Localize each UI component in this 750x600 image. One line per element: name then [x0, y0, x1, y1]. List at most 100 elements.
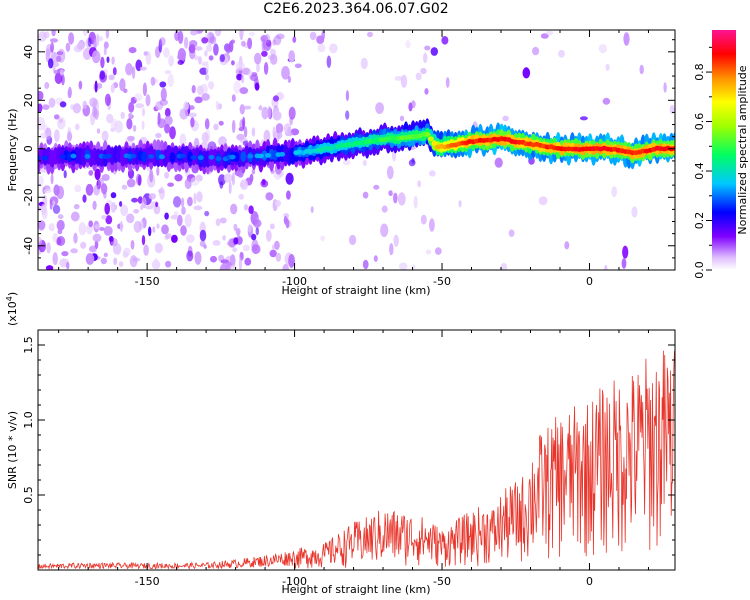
noise-blob: [329, 43, 338, 54]
ridge-segment: [424, 132, 431, 137]
noise-blob: [238, 30, 244, 39]
noise-blob: [122, 251, 129, 258]
noise-blob: [248, 31, 256, 37]
noise-blob: [209, 36, 217, 44]
noise-blob: [38, 220, 46, 230]
noise-blob: [73, 232, 78, 244]
snr-x-axis-label: Height of straight line (km): [281, 583, 430, 596]
noise-blob: [261, 106, 269, 120]
noise-blob: [123, 88, 128, 94]
ridge-segment: [70, 153, 77, 159]
ridge-segment: [233, 151, 240, 163]
noise-blob: [286, 190, 291, 200]
noise-blob: [663, 82, 667, 93]
noise-blob: [215, 100, 219, 111]
noise-blob: [164, 123, 171, 134]
noise-blob: [52, 200, 56, 206]
noise-blob: [538, 196, 548, 206]
colorbar-label: Normalized spectral amplitude: [736, 65, 749, 234]
x-tick-label: 0: [586, 275, 593, 288]
noise-blob: [232, 247, 238, 253]
noise-blob: [177, 48, 186, 62]
noise-blob: [579, 116, 588, 121]
noise-blob: [92, 233, 102, 243]
noise-blob: [126, 118, 133, 130]
noise-blob: [243, 126, 248, 138]
noise-blob: [188, 44, 196, 54]
noise-blob: [386, 165, 394, 180]
ridge-segment: [59, 154, 66, 160]
noise-blob: [360, 57, 368, 70]
y-tick-label: 40: [22, 45, 35, 59]
noise-blob: [260, 34, 269, 43]
noise-blob: [141, 235, 146, 246]
noise-blob: [187, 196, 193, 207]
noise-blob: [61, 251, 69, 257]
noise-blob: [367, 31, 373, 38]
noise-blob: [252, 219, 262, 228]
noise-blob: [236, 61, 245, 71]
noise-blob: [54, 114, 60, 120]
noise-blob: [247, 37, 253, 50]
noise-blob: [191, 85, 196, 94]
spectrogram-y-axis-label: Frequency (Hz): [6, 109, 19, 192]
noise-blob: [271, 244, 276, 250]
noise-blob: [159, 186, 165, 200]
noise-blob: [267, 105, 272, 119]
snr-y-multiplier-suffix: ): [6, 292, 19, 296]
noise-blob: [362, 191, 369, 199]
noise-blob: [82, 30, 88, 36]
noise-blob: [40, 132, 47, 139]
noise-blob: [273, 35, 282, 46]
noise-blob: [310, 206, 314, 214]
noise-blob: [52, 204, 61, 214]
noise-blob: [57, 228, 63, 235]
noise-blob: [96, 33, 100, 47]
noise-blob: [105, 30, 110, 39]
noise-blob: [250, 74, 259, 82]
noise-blob: [120, 111, 125, 119]
noise-blob: [230, 39, 235, 44]
noise-blob: [240, 179, 249, 190]
noise-blob: [141, 120, 145, 130]
noise-blob: [89, 245, 97, 253]
noise-blob: [208, 55, 214, 61]
noise-blob: [400, 74, 408, 88]
noise-blob: [48, 97, 56, 108]
noise-blob: [413, 195, 418, 209]
noise-blob: [145, 205, 154, 210]
noise-blob: [424, 88, 429, 95]
noise-blob: [100, 257, 108, 265]
y-tick-label: 1.5: [22, 336, 35, 354]
noise-blob: [373, 184, 380, 190]
noise-blob: [125, 62, 133, 76]
noise-blob: [159, 81, 167, 88]
noise-blob: [152, 226, 156, 233]
noise-blob: [317, 43, 326, 53]
noise-blob: [127, 135, 135, 142]
noise-blob: [362, 159, 367, 167]
noise-blob: [204, 50, 208, 57]
noise-blob: [190, 117, 195, 128]
noise-blob: [141, 197, 147, 209]
noise-blob: [423, 52, 428, 64]
noise-blob: [238, 257, 243, 270]
noise-blob: [408, 159, 416, 167]
noise-blob: [201, 93, 210, 101]
noise-blob: [242, 67, 251, 76]
noise-blob: [240, 74, 245, 84]
noise-blob: [38, 175, 44, 187]
ridge-segment: [105, 153, 112, 159]
noise-blob: [164, 107, 171, 118]
noise-blob: [251, 233, 257, 241]
ridge-segment: [257, 153, 264, 159]
noise-blob: [100, 56, 105, 69]
noise-blob: [157, 118, 166, 129]
noise-blob: [101, 130, 109, 142]
noise-blob: [164, 234, 170, 240]
noise-blob: [420, 214, 427, 225]
noise-blob: [156, 223, 160, 229]
noise-blob: [91, 50, 101, 64]
noise-blob: [164, 212, 169, 220]
x-tick-label: -150: [135, 275, 160, 288]
